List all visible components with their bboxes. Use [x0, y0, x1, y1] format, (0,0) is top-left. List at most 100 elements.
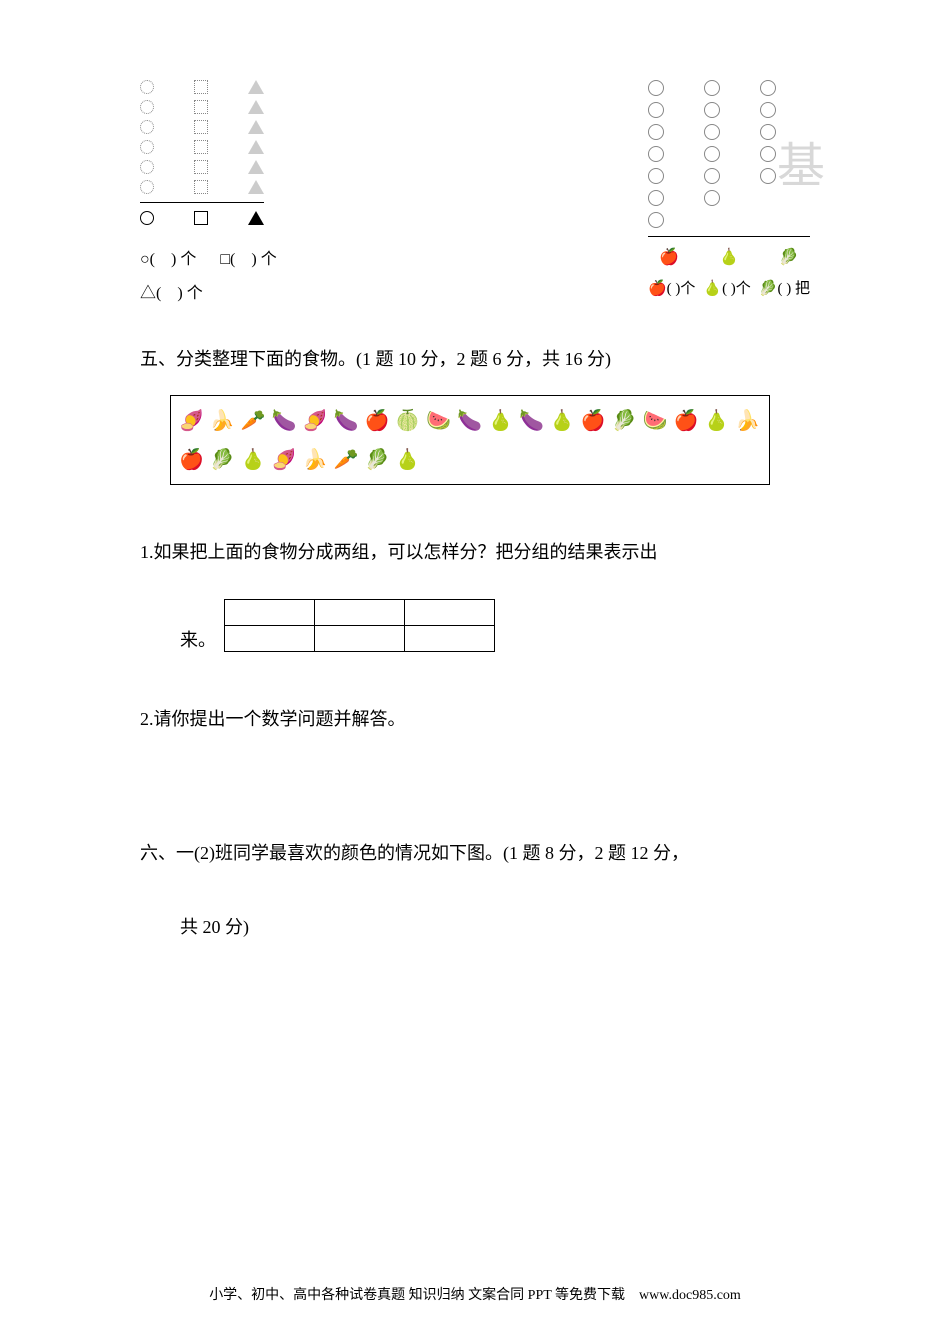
question-1-line1: 1.如果把上面的食物分成两组，可以怎样分？把分组的结果表示出	[140, 525, 810, 579]
square-answer: □( ) 个	[220, 245, 276, 269]
left-shapes-diagram: ○( ) 个 □( ) 个 △( ) 个	[140, 80, 277, 303]
ring-icon	[760, 168, 776, 184]
circle-icon	[140, 80, 154, 94]
square-icon	[194, 100, 208, 114]
food-icon: 🍐	[550, 408, 575, 433]
ring-icon	[704, 102, 720, 118]
circle-column	[140, 80, 154, 194]
table-cell	[315, 626, 405, 652]
ring-icon	[760, 146, 776, 162]
pear-column	[704, 80, 720, 228]
food-icon: 🍉	[643, 408, 668, 433]
food-icon: 🍌	[210, 408, 235, 433]
question-1-line2: 来。	[180, 626, 216, 652]
food-icon: 🍉	[426, 408, 451, 433]
food-icon: 🍐	[704, 408, 729, 433]
ring-icon	[760, 102, 776, 118]
ring-icon	[648, 146, 664, 162]
square-column	[194, 80, 208, 194]
ring-icon	[648, 124, 664, 140]
triangle-icon	[248, 120, 264, 134]
food-icon: 🍈	[395, 408, 420, 433]
answer-row-2: △( ) 个	[140, 279, 277, 303]
leaf-answer: 🥬( ) 把	[759, 277, 810, 298]
ring-icon	[648, 102, 664, 118]
fruit-legend-row: 🍎 🍐 🥬	[648, 247, 810, 267]
food-icon: 🍠	[179, 408, 204, 433]
food-icon: 🥬	[612, 408, 637, 433]
circle-icon	[140, 120, 154, 134]
ring-icon	[648, 212, 664, 228]
shape-legend-row	[140, 211, 264, 225]
triangle-answer: △( ) 个	[140, 279, 203, 303]
triangle-icon	[248, 80, 264, 94]
triangle-legend-icon	[248, 211, 264, 225]
table-row	[225, 600, 495, 626]
table-cell	[405, 600, 495, 626]
food-icon: 🍌	[735, 408, 760, 433]
leaf-icon: 🥬	[779, 247, 799, 267]
ring-icon	[704, 146, 720, 162]
triangle-icon	[248, 180, 264, 194]
circle-count-grid	[648, 80, 810, 237]
table-cell	[225, 626, 315, 652]
food-icon: 🍎	[364, 408, 389, 433]
page-footer: 小学、初中、高中各种试卷真题 知识归纳 文案合同 PPT 等免费下载 www.d…	[0, 1284, 950, 1304]
top-diagrams-row: ○( ) 个 □( ) 个 △( ) 个 基	[140, 80, 810, 303]
apple-answer: 🍎( )个	[648, 277, 695, 298]
shape-grid	[140, 80, 264, 203]
triangle-icon	[248, 100, 264, 114]
question-2: 2.请你提出一个数学问题并解答。	[140, 692, 810, 746]
ring-icon	[648, 168, 664, 184]
square-icon	[194, 140, 208, 154]
apple-column	[648, 80, 664, 228]
food-icon: 🍎	[179, 447, 204, 472]
circle-answer: ○( ) 个	[140, 245, 196, 269]
food-icon: 🥕	[334, 447, 359, 472]
triangle-icon	[248, 140, 264, 154]
shape-answers: ○( ) 个 □( ) 个 △( ) 个	[140, 245, 277, 303]
food-icon: 🍌	[303, 447, 328, 472]
circle-icon	[140, 100, 154, 114]
section-5-title: 五、分类整理下面的食物。(1 题 10 分，2 题 6 分，共 16 分)	[140, 343, 810, 375]
leaf-column	[760, 80, 776, 228]
answer-table-container: 来。	[180, 599, 810, 652]
section-6-title-line1: 六、一(2)班同学最喜欢的颜色的情况如下图。(1 题 8 分，2 题 12 分，	[140, 826, 810, 880]
table-cell	[405, 626, 495, 652]
ring-icon	[704, 80, 720, 96]
food-icon: 🍆	[457, 408, 482, 433]
apple-icon: 🍎	[659, 247, 679, 267]
square-legend-icon	[194, 211, 208, 225]
ring-icon	[648, 80, 664, 96]
triangle-column	[248, 80, 264, 194]
circle-icon	[140, 140, 154, 154]
square-icon	[194, 120, 208, 134]
table-cell	[225, 600, 315, 626]
food-icon: 🥬	[210, 447, 235, 472]
food-icon: 🍎	[674, 408, 699, 433]
food-icon: 🍠	[303, 408, 328, 433]
square-icon	[194, 80, 208, 94]
pear-icon: 🍐	[719, 247, 739, 267]
food-icon: 🥬	[364, 447, 389, 472]
food-icon: 🍠	[272, 447, 297, 472]
table-row	[225, 626, 495, 652]
triangle-icon	[248, 160, 264, 174]
food-icon: 🍆	[519, 408, 544, 433]
pear-answer: 🍐( )个	[703, 277, 750, 298]
ring-icon	[648, 190, 664, 206]
section-6: 六、一(2)班同学最喜欢的颜色的情况如下图。(1 题 8 分，2 题 12 分，…	[140, 826, 810, 954]
answer-row-1: ○( ) 个 □( ) 个	[140, 245, 277, 269]
table-cell	[315, 600, 405, 626]
ring-icon	[704, 124, 720, 140]
circle-icon	[140, 180, 154, 194]
ring-icon	[704, 190, 720, 206]
right-circles-diagram: 基	[648, 80, 810, 303]
ring-icon	[760, 80, 776, 96]
food-icon: 🍐	[488, 408, 513, 433]
food-icon: 🍆	[272, 408, 297, 433]
ring-icon	[760, 124, 776, 140]
food-items-box: 🍠 🍌 🥕 🍆 🍠 🍆 🍎 🍈 🍉 🍆 🍐 🍆 🍐 🍎 🥬 🍉 🍎 🍐 🍌 🍎 …	[170, 395, 770, 485]
circle-icon	[140, 160, 154, 174]
food-icon: 🍎	[581, 408, 606, 433]
